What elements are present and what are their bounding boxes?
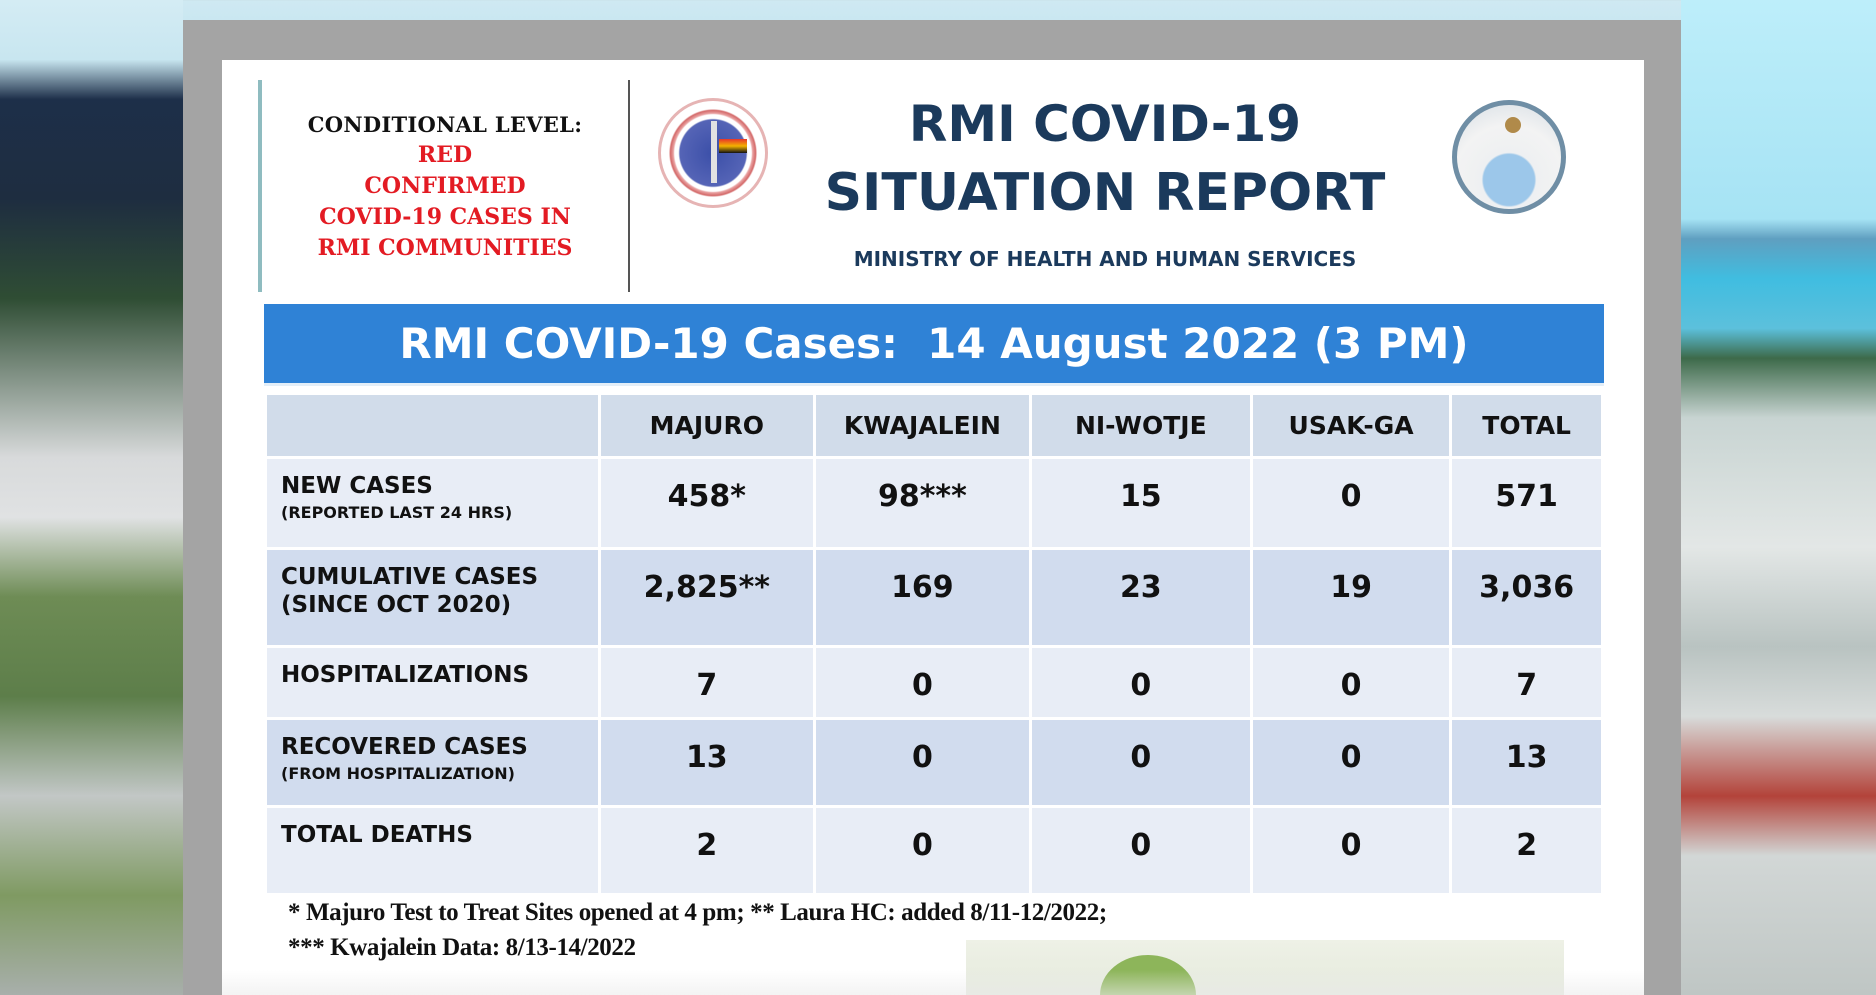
ministry-seal-icon [658, 98, 768, 208]
cell-total: 571 [1449, 456, 1604, 550]
cell-majuro: 7 [597, 645, 817, 720]
row-label-main: CUMULATIVE CASES [281, 564, 539, 590]
conditional-level-line: COVID-19 CASES IN [319, 203, 571, 230]
footnote-2: *** Kwajalein Data: 8/13-14/2022 [288, 934, 636, 961]
cases-table: MAJURO KWAJALEIN NI-WOTJE USAK-GA TOTAL … [264, 392, 1604, 896]
table-row-cumulative-cases: CUMULATIVE CASES (SINCE OCT 2020) 2,825*… [264, 547, 1604, 648]
cell-ni-wotje: 23 [1028, 547, 1253, 648]
cell-total: 2 [1449, 805, 1604, 896]
column-header-ni-wotje: NI-WOTJE [1028, 392, 1253, 459]
row-label: TOTAL DEATHS [264, 805, 601, 896]
row-label: HOSPITALIZATIONS [264, 645, 601, 720]
cell-kwajalein: 169 [813, 547, 1032, 648]
row-label-sub: (SINCE OCT 2020) [281, 592, 512, 618]
national-seal-icon [1452, 100, 1566, 214]
footnote-1: * Majuro Test to Treat Sites opened at 4… [288, 899, 1107, 926]
ministry-subtitle: MINISTRY OF HEALTH AND HUMAN SERVICES [853, 247, 1357, 271]
table-row-recovered-cases: RECOVERED CASES (FROM HOSPITALIZATION) 1… [264, 717, 1604, 808]
row-label-sub: (FROM HOSPITALIZATION) [281, 764, 515, 783]
conditional-level-line: CONFIRMED [364, 172, 526, 199]
table-row-total-deaths: TOTAL DEATHS 2 0 0 0 2 [264, 805, 1604, 896]
row-label-main: HOSPITALIZATIONS [281, 662, 530, 688]
table-row-new-cases: NEW CASES (REPORTED LAST 24 HRS) 458* 98… [264, 456, 1604, 550]
background-scene-left [0, 0, 183, 995]
column-header-total: TOTAL [1449, 392, 1604, 459]
conditional-level-value: RED [417, 141, 473, 168]
background-scene-right [1681, 0, 1876, 995]
cell-usak-ga: 19 [1249, 547, 1453, 648]
cell-total: 13 [1449, 717, 1604, 808]
cell-majuro: 13 [597, 717, 817, 808]
cell-usak-ga: 0 [1249, 805, 1453, 896]
cell-kwajalein: 0 [813, 645, 1032, 720]
row-label: NEW CASES (REPORTED LAST 24 HRS) [264, 456, 601, 550]
row-label-main: NEW CASES [281, 473, 433, 499]
cell-kwajalein: 98*** [813, 456, 1032, 550]
row-label: CUMULATIVE CASES (SINCE OCT 2020) [264, 547, 601, 648]
conditional-level-box: CONDITIONAL LEVEL: RED CONFIRMED COVID-1… [258, 80, 630, 292]
report-title-line1: RMI COVID-19 [908, 95, 1302, 153]
cell-kwajalein: 0 [813, 717, 1032, 808]
bottom-fade [222, 970, 1644, 995]
cell-ni-wotje: 0 [1028, 717, 1253, 808]
cell-ni-wotje: 0 [1028, 645, 1253, 720]
column-header-usak-ga: USAK-GA [1249, 392, 1453, 459]
column-header-kwajalein: KWAJALEIN [813, 392, 1032, 459]
row-label: RECOVERED CASES (FROM HOSPITALIZATION) [264, 717, 601, 808]
cell-ni-wotje: 0 [1028, 805, 1253, 896]
cell-kwajalein: 0 [813, 805, 1032, 896]
conditional-level-title: CONDITIONAL LEVEL: [307, 111, 583, 137]
cell-total: 7 [1449, 645, 1604, 720]
row-label-sub: (REPORTED LAST 24 HRS) [281, 503, 513, 522]
column-header-majuro: MAJURO [597, 392, 817, 459]
report-title-line2: SITUATION REPORT [824, 163, 1386, 223]
cell-total: 3,036 [1449, 547, 1604, 648]
row-label-main: TOTAL DEATHS [281, 822, 473, 848]
cell-usak-ga: 0 [1249, 645, 1453, 720]
cell-usak-ga: 0 [1249, 717, 1453, 808]
row-label-main: RECOVERED CASES [281, 734, 528, 760]
cases-date-banner: RMI COVID-19 Cases: 14 August 2022 (3 PM… [264, 304, 1604, 386]
cell-majuro: 2,825** [597, 547, 817, 648]
conditional-level-line: RMI COMMUNITIES [317, 234, 573, 261]
cell-majuro: 458* [597, 456, 817, 550]
cell-ni-wotje: 15 [1028, 456, 1253, 550]
cell-usak-ga: 0 [1249, 456, 1453, 550]
cell-majuro: 2 [597, 805, 817, 896]
table-header-row: MAJURO KWAJALEIN NI-WOTJE USAK-GA TOTAL [264, 392, 1604, 459]
table-row-hospitalizations: HOSPITALIZATIONS 7 0 0 0 7 [264, 645, 1604, 720]
column-header-blank [264, 392, 601, 459]
